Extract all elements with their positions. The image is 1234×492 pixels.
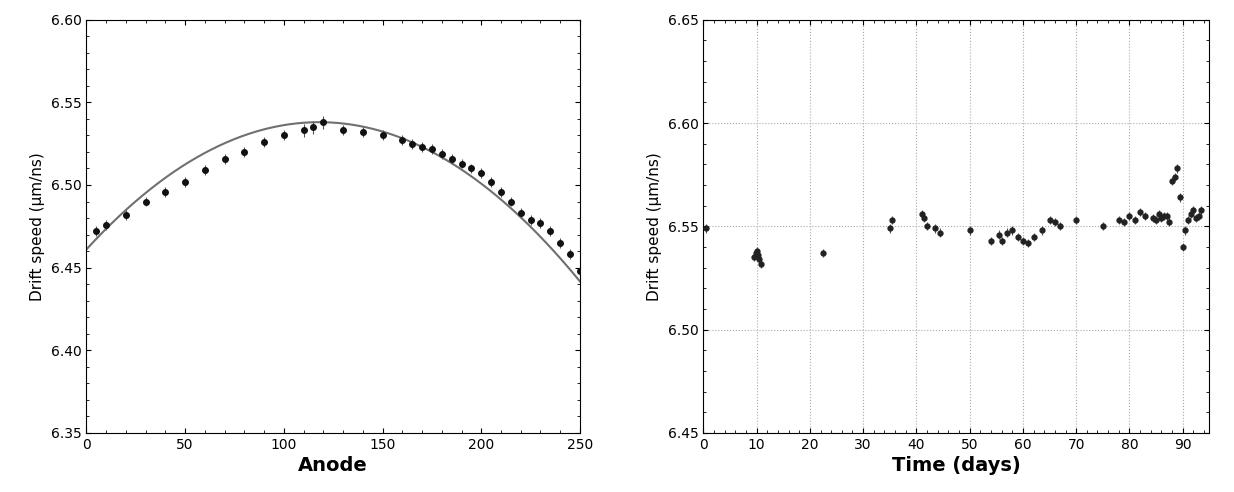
X-axis label: Time (days): Time (days) — [892, 456, 1021, 475]
X-axis label: Anode: Anode — [299, 456, 368, 475]
Y-axis label: Drift speed (μm/ns): Drift speed (μm/ns) — [647, 152, 663, 301]
Y-axis label: Drift speed (μm/ns): Drift speed (μm/ns) — [30, 152, 46, 301]
